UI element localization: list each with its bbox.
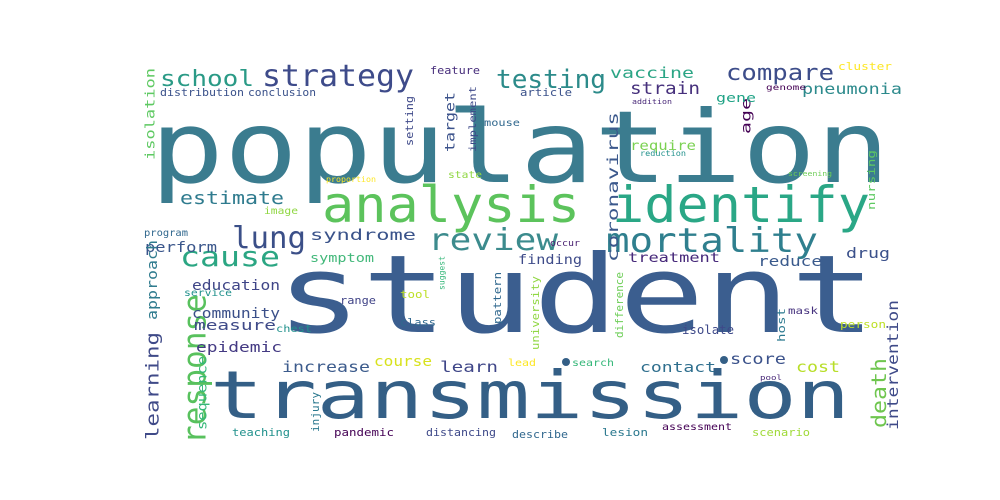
word-pool: pool (760, 374, 782, 382)
word-image: image (264, 206, 298, 217)
word-addition: addition (632, 98, 672, 106)
word-require: require (630, 139, 696, 154)
word-article: article (520, 86, 572, 99)
word-course: course (374, 354, 432, 370)
word-service: service (184, 288, 232, 299)
word-feature: feature (430, 64, 480, 77)
word-injury: injury (309, 392, 322, 432)
word-response: response (176, 294, 214, 444)
word-screening: screening (788, 170, 832, 178)
word-intervention: intervention (884, 300, 902, 430)
word-difference: difference (613, 272, 626, 338)
word-implement: implement (468, 86, 479, 152)
word-identify: identify (612, 176, 870, 234)
word-teaching: teaching (232, 426, 290, 439)
word-analysis: analysis (322, 176, 580, 234)
word-state: state (448, 170, 482, 181)
word-isolate: isolate (682, 323, 734, 337)
word-perform: perform (145, 240, 217, 256)
word-pattern: pattern (491, 272, 504, 324)
word-suggest: suggest (437, 256, 446, 290)
dot-mark (562, 358, 570, 366)
word-finding: finding (518, 253, 582, 268)
word-lung: lung (232, 221, 306, 256)
word-assessment: assessment (662, 422, 732, 433)
word-treatment: treatment (628, 251, 720, 266)
word-age: age (739, 98, 754, 134)
word-review: review (428, 223, 559, 258)
word-contact: contact (640, 360, 716, 376)
word-sequence: sequence (195, 356, 210, 430)
word-conclusion: conclusion (248, 86, 316, 99)
word-syndrome: syndrome (310, 226, 416, 244)
word-education: education (192, 278, 280, 294)
word-cluster: cluster (838, 60, 892, 73)
word-nursing: nursing (865, 150, 878, 210)
word-strain: strain (630, 79, 700, 99)
word-population: population (150, 89, 890, 206)
word-cost: cost (796, 358, 840, 376)
word-score: score (730, 350, 786, 368)
word-learning: learning (142, 332, 163, 440)
word-lead: lead (508, 358, 536, 369)
word-distribution: distribution (160, 86, 244, 99)
word-scenario: scenario (752, 426, 810, 439)
word-estimate: estimate (180, 188, 284, 209)
word-student: student (276, 233, 876, 358)
word-compare: compare (726, 61, 834, 86)
word-gene: gene (716, 91, 756, 105)
word-class: class (400, 316, 436, 329)
word-pneumonia: pneumonia (802, 80, 902, 98)
word-drug: drug (846, 246, 890, 262)
dot-mark (720, 356, 728, 364)
word-testing: testing (496, 65, 606, 95)
word-pandemic: pandemic (334, 426, 394, 439)
word-symptom: symptom (310, 251, 374, 265)
word-host: host (775, 308, 788, 342)
word-range: range (340, 294, 376, 307)
word-increase: increase (282, 358, 370, 376)
word-transmission: transmission (210, 357, 850, 434)
word-strategy: strategy (262, 59, 414, 94)
word-target: target (443, 92, 458, 152)
word-mortality: mortality (606, 221, 818, 261)
word-search: search (572, 358, 614, 369)
word-vaccine: vaccine (610, 64, 694, 82)
word-reduction: reduction (640, 149, 686, 158)
word-measure: measure (194, 318, 276, 334)
word-reduce: reduce (758, 254, 822, 270)
word-cause: cause (180, 240, 280, 273)
word-isolation: isolation (143, 68, 158, 160)
word-tool: tool (400, 288, 430, 301)
word-describe: describe (512, 428, 568, 441)
word-learn: learn (440, 358, 498, 376)
word-coronavirus: coronavirus (604, 112, 622, 262)
word-lesion: lesion (602, 426, 648, 439)
word-mask: mask (788, 306, 818, 317)
word-approach: approach (145, 240, 161, 320)
word-occur: occur (550, 239, 581, 249)
word-epidemic: epidemic (196, 340, 282, 356)
word-setting: setting (403, 96, 416, 146)
word-proportion: proportion (326, 175, 376, 184)
word-university: university (529, 276, 542, 350)
word-death: death (867, 358, 891, 428)
word-community: community (192, 306, 280, 322)
word-person: person (840, 318, 886, 331)
word-distancing: distancing (426, 426, 496, 439)
word-chest: chest (276, 324, 312, 335)
word-school: school (160, 67, 254, 92)
word-program: program (144, 228, 188, 239)
word-genome: genome (766, 83, 806, 92)
word-mouse: mouse (484, 118, 520, 129)
